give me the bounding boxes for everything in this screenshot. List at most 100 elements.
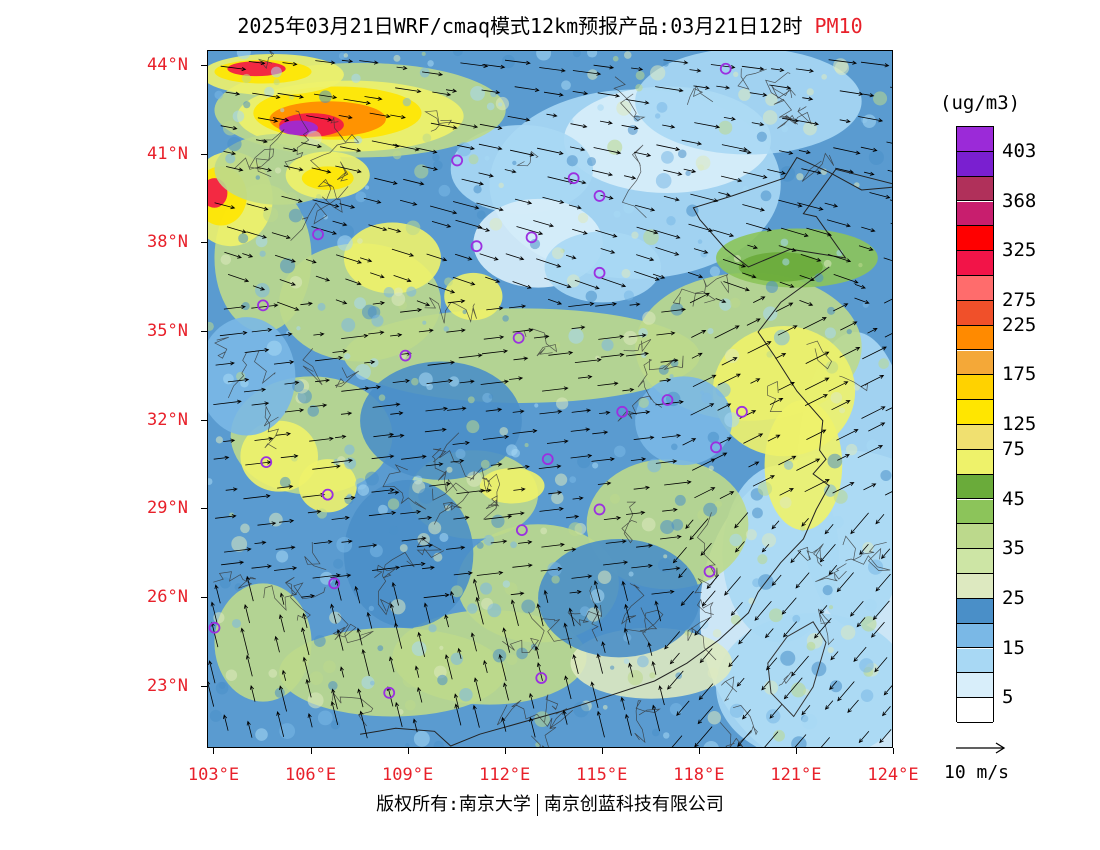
- wind-vector: [504, 59, 531, 65]
- texture-speck: [266, 340, 282, 356]
- station-marker: [515, 524, 528, 537]
- wind-vector: [839, 346, 861, 358]
- wind-vector: [223, 151, 237, 156]
- legend-swatch: [957, 276, 993, 301]
- wind-vector: [799, 275, 815, 282]
- wind-vector: [277, 92, 305, 99]
- wind-vector: [479, 123, 503, 130]
- wind-vector: [480, 379, 509, 385]
- texture-speck: [641, 517, 656, 532]
- texture-speck: [274, 167, 282, 174]
- texture-speck: [627, 124, 638, 135]
- texture-speck: [540, 527, 548, 535]
- wind-vector: [869, 192, 891, 199]
- wind-vector: [280, 454, 299, 459]
- province-boundary: [214, 336, 229, 359]
- texture-speck: [602, 704, 608, 710]
- legend-swatch: [957, 673, 993, 699]
- texture-speck: [590, 588, 605, 604]
- wind-vector: [680, 590, 694, 607]
- wind-vector: [711, 452, 728, 461]
- wind-vector: [248, 60, 266, 66]
- texture-speck: [534, 711, 550, 727]
- texture-speck: [825, 360, 839, 374]
- wind-vector: [459, 379, 475, 384]
- texture-speck: [845, 443, 858, 456]
- copyright-line: 版权所有:南京大学 南京创蓝科技有限公司: [0, 790, 1100, 816]
- legend-swatch: [957, 598, 993, 624]
- forecast-map: [207, 50, 893, 748]
- texture-speck: [612, 55, 619, 62]
- station-marker: [470, 240, 483, 253]
- wind-vector: [390, 411, 404, 416]
- texture-speck: [422, 320, 427, 325]
- wind-vector: [862, 93, 875, 98]
- wind-vector: [569, 146, 586, 152]
- wind-vector: [251, 401, 270, 406]
- legend-swatch: [957, 127, 993, 152]
- province-boundary: [334, 367, 360, 388]
- wind-vector: [372, 402, 401, 408]
- wind-vector: [254, 436, 274, 441]
- wind-vector: [636, 226, 659, 235]
- station-marker: [593, 266, 606, 279]
- texture-speck: [763, 680, 779, 695]
- wind-vector: [538, 464, 562, 469]
- latitude-tick: [201, 153, 207, 155]
- texture-speck: [437, 674, 448, 686]
- wind-vector: [391, 248, 415, 257]
- province-boundary: [424, 110, 452, 132]
- wind-vector: [693, 85, 710, 90]
- wind-vector: [513, 356, 529, 361]
- wind-vector: [630, 457, 647, 462]
- wind-vector: [754, 600, 772, 621]
- texture-speck: [498, 102, 503, 107]
- texture-speck: [241, 302, 250, 311]
- texture-speck: [631, 231, 639, 239]
- wind-vector: [814, 618, 832, 639]
- texture-speck: [495, 96, 510, 111]
- wind-vector: [457, 144, 476, 151]
- texture-speck: [782, 258, 790, 266]
- wind-vector: [301, 142, 323, 149]
- color-legend: [956, 126, 994, 723]
- wind-vector: [833, 147, 861, 155]
- wind-vector: [717, 403, 732, 411]
- wind-vector: [694, 487, 716, 499]
- texture-speck: [223, 373, 234, 385]
- latitude-label: 32°N: [147, 409, 188, 430]
- wind-vector: [833, 274, 859, 284]
- longitude-tick: [601, 748, 603, 754]
- wind-vector: [628, 333, 647, 338]
- texture-speck: [220, 254, 232, 265]
- wind-vector: [794, 734, 807, 747]
- texture-speck: [470, 85, 485, 101]
- longitude-tick: [893, 748, 894, 754]
- wind-vector: [478, 143, 503, 151]
- wind-vector: [395, 87, 422, 94]
- wind-vector: [636, 254, 655, 262]
- texture-speck: [227, 136, 242, 152]
- station-marker: [541, 453, 554, 466]
- wind-vector: [345, 278, 362, 286]
- texture-speck: [657, 558, 672, 573]
- texture-speck: [344, 353, 351, 360]
- texture-speck: [568, 522, 583, 537]
- legend-level-label: 75: [1002, 437, 1025, 460]
- wind-vector: [312, 199, 340, 208]
- concentration-blob: [738, 252, 823, 282]
- wind-vector: [743, 171, 768, 179]
- texture-speck: [433, 740, 445, 747]
- wind-vector: [546, 113, 558, 118]
- concentration-blob: [635, 51, 862, 155]
- texture-speck: [573, 701, 589, 718]
- texture-speck: [773, 729, 785, 742]
- wind-vector: [279, 518, 295, 524]
- texture-speck: [411, 641, 427, 657]
- texture-speck: [422, 133, 432, 143]
- province-boundary: [613, 76, 646, 121]
- texture-speck: [236, 371, 246, 382]
- wind-vector: [658, 685, 665, 706]
- texture-speck: [231, 618, 242, 629]
- wind-vector: [691, 329, 707, 338]
